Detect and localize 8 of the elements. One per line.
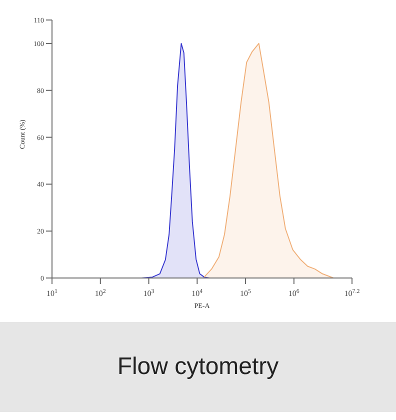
- text: Flow cytometry: [0, 322, 396, 412]
- x-tick-label: 10$^{7.2}$: [344, 289, 360, 298]
- x-tick-label: 10$^{2}$: [94, 289, 106, 298]
- x-tick-label: 10$^{6}$: [288, 289, 300, 298]
- x-tick-label: 10$^{1}$: [46, 289, 58, 298]
- x-tick-label: 10$^{4}$: [192, 289, 203, 298]
- x-tick-label: 10$^{3}$: [143, 289, 154, 298]
- x-tick-label: 10$^{5}$: [240, 289, 252, 298]
